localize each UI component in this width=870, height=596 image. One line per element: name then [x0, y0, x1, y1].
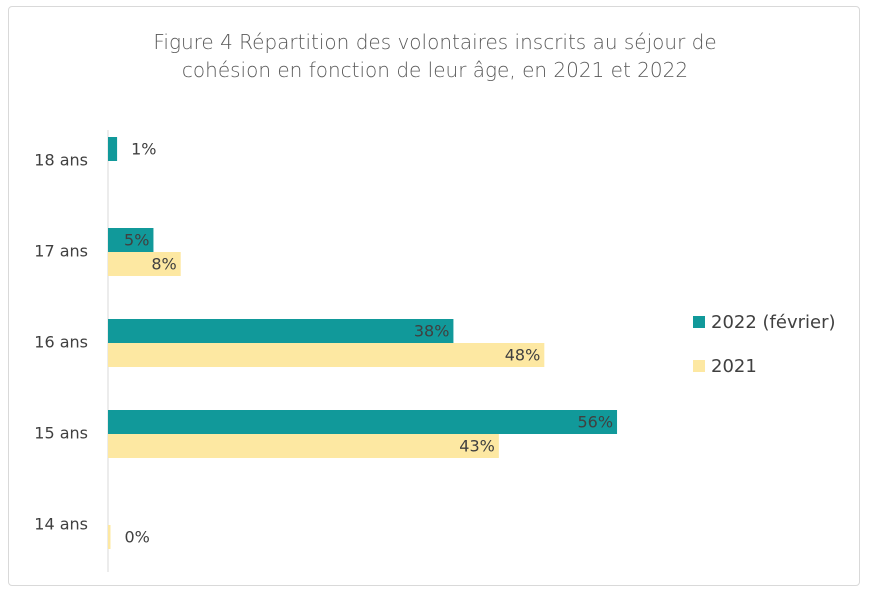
- data-label: 56%: [577, 413, 613, 432]
- data-label: 0%: [125, 528, 150, 547]
- data-label: 5%: [124, 231, 149, 250]
- y-tick-label: 15 ans: [34, 424, 88, 443]
- y-tick-label: 18 ans: [34, 151, 88, 170]
- bar: [108, 525, 111, 549]
- y-tick-label: 17 ans: [34, 242, 88, 261]
- legend-swatch: [693, 360, 705, 372]
- y-tick-label: 16 ans: [34, 333, 88, 352]
- bar: [108, 319, 454, 343]
- data-label: 1%: [131, 140, 156, 159]
- bar: [108, 228, 154, 252]
- data-label: 43%: [459, 437, 495, 456]
- bar: [108, 410, 618, 434]
- y-tick-label: 14 ans: [34, 515, 88, 534]
- bar: [108, 343, 545, 367]
- legend-label: 2022 (février): [711, 312, 836, 333]
- data-label: 38%: [414, 322, 450, 341]
- legend-swatch: [693, 316, 705, 328]
- legend-label: 2021: [711, 356, 757, 377]
- data-label: 8%: [151, 255, 176, 274]
- chart-title: Figure 4 Répartition des volontaires ins…: [153, 30, 717, 82]
- bar: [108, 137, 118, 161]
- chart-frame: [8, 6, 860, 586]
- data-label: 48%: [505, 346, 541, 365]
- bar: [108, 252, 181, 276]
- bar: [108, 434, 499, 458]
